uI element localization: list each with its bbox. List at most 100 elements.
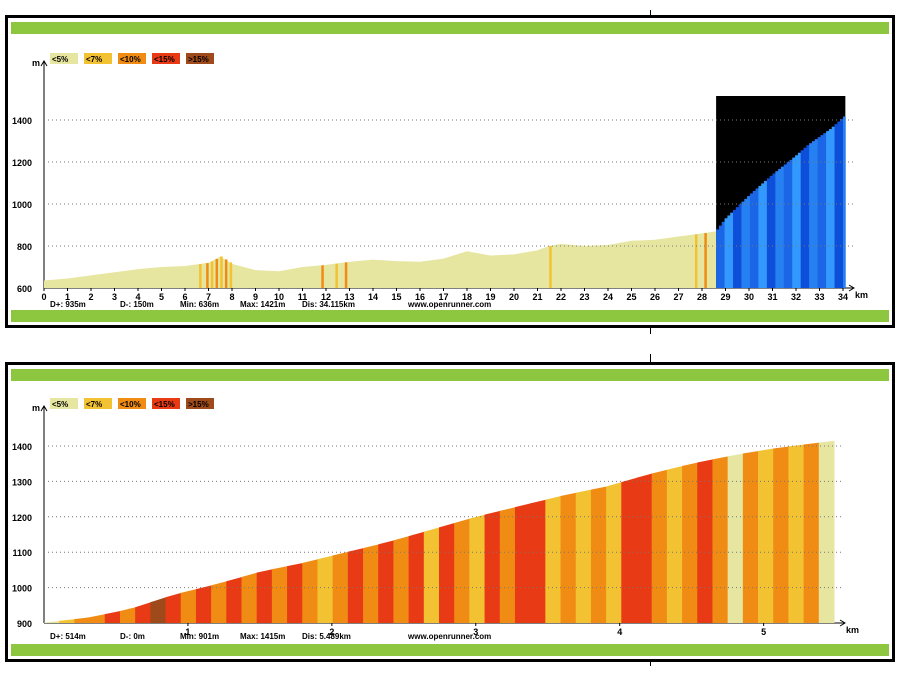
grade-stripe <box>321 265 324 288</box>
crosshair-mid-a <box>650 322 651 334</box>
grade-segment <box>499 507 516 623</box>
grade-segment <box>712 456 729 623</box>
grade-segment <box>469 514 486 623</box>
grade-segment <box>636 473 653 623</box>
grade-stripe <box>229 262 233 288</box>
x-tick-label: 2 <box>88 292 93 302</box>
grade-segment <box>271 566 288 623</box>
highlight-strip <box>786 162 790 288</box>
highlight-strip <box>741 201 745 288</box>
legend-swatch <box>152 53 180 64</box>
y-tick-label: 600 <box>17 284 32 294</box>
highlight-strip <box>843 116 846 288</box>
grade-segment <box>226 576 242 623</box>
y-unit-label: m <box>32 58 40 68</box>
y-tick-label: 800 <box>17 242 32 252</box>
highlight-strip <box>772 173 776 288</box>
legend-swatch <box>186 53 214 64</box>
x-tick-label: 15 <box>391 292 401 302</box>
legend-swatch <box>84 398 112 409</box>
grade-segment <box>44 620 60 623</box>
grade-segment <box>89 614 106 623</box>
highlight-strip <box>721 221 725 288</box>
grade-segment <box>742 451 759 623</box>
x-tick-label: 12 <box>321 292 331 302</box>
stat-d-minus: D-: 150m <box>120 300 154 309</box>
grade-segment <box>256 569 273 623</box>
legend-label: <5% <box>52 400 68 409</box>
stat-dis: Dis: 5.489km <box>302 632 351 641</box>
elevation-panel-zoom: <5% <7% <10% <15% >15% m km 900 1000 1100 1200 1300… <box>5 362 895 662</box>
stat-site: www.openrunner.com <box>407 300 491 309</box>
legend-label: >15% <box>188 400 209 409</box>
header-band <box>11 369 889 381</box>
grade-stripe <box>694 234 698 288</box>
grade-segment <box>302 559 318 623</box>
grade-segment <box>119 607 136 623</box>
grade-segment <box>74 617 91 623</box>
x-tick-label: 30 <box>744 292 754 302</box>
highlight-strip <box>730 212 734 288</box>
grade-segment <box>439 522 455 623</box>
crosshair-mid-b <box>650 354 651 366</box>
x-tick-label: 20 <box>509 292 519 302</box>
highlight-strip <box>758 185 762 288</box>
highlight-strip <box>769 175 773 288</box>
x-tick-label: 13 <box>344 292 354 302</box>
grade-segment <box>378 540 394 623</box>
highlight-strip <box>716 229 720 288</box>
x-tick-label: 10 <box>274 292 284 302</box>
x-tick-label: 18 <box>462 292 472 302</box>
x-tick-label: 7 <box>206 292 211 302</box>
legend-label: <15% <box>154 400 175 409</box>
x-tick-label: 5 <box>159 292 164 302</box>
x-tick-label: 24 <box>603 292 613 302</box>
highlight-strip <box>826 131 830 288</box>
grade-segment <box>530 499 546 623</box>
highlight-strip <box>797 152 802 288</box>
x-tick-label: 23 <box>579 292 589 302</box>
x-tick-label: 17 <box>438 292 448 302</box>
elevation-chart-zoom: <5% <7% <10% <15% >15% m km 900 1000 1100 1200 1300… <box>11 369 889 656</box>
y-axis-arrow <box>40 60 48 67</box>
x-tick-label: 22 <box>556 292 566 302</box>
x-tick-label: 3 <box>112 292 117 302</box>
grade-segment <box>818 440 835 623</box>
grade-segment <box>59 619 75 623</box>
x-unit-label: km <box>846 625 859 635</box>
grade-segment <box>621 477 637 623</box>
grade-segment <box>454 518 470 623</box>
grade-segment <box>347 548 364 623</box>
y-axis-arrow <box>40 405 48 412</box>
x-tick-label: 31 <box>767 292 777 302</box>
grade-segment <box>363 544 379 623</box>
elevation-panel-full: <5% <7% <10% <15% >15% m km 600 800 1000 1200 1400 0… <box>5 15 895 328</box>
stat-site: www.openrunner.com <box>407 632 491 641</box>
x-axis-arrow <box>839 619 846 627</box>
y-tick-label: 1200 <box>12 513 32 523</box>
legend-label: <10% <box>120 400 141 409</box>
highlight-strip <box>789 159 793 288</box>
grade-segment <box>241 572 258 623</box>
highlight-strip <box>837 121 841 289</box>
x-tick-label: 34 <box>838 292 848 302</box>
x-tick-label: 2 <box>329 627 334 637</box>
grade-stripe <box>210 261 214 288</box>
grade-segment <box>727 453 744 623</box>
highlight-strip <box>724 218 728 288</box>
x-tick-label: 0 <box>41 292 46 302</box>
grade-stripe <box>220 256 223 288</box>
grade-segment <box>165 592 182 623</box>
x-tick-label: 29 <box>720 292 730 302</box>
legend-swatch <box>118 398 146 409</box>
x-tick-label: 3 <box>473 627 478 637</box>
x-tick-label: 19 <box>485 292 495 302</box>
grade-segment <box>773 446 789 623</box>
highlight-strip <box>806 145 810 288</box>
grade-segment <box>666 466 683 623</box>
grade-stripe <box>335 263 338 288</box>
x-tick-label: 21 <box>532 292 542 302</box>
grade-stripe <box>224 259 228 288</box>
x-tick-label: 4 <box>135 292 140 302</box>
highlight-strip <box>775 171 779 288</box>
